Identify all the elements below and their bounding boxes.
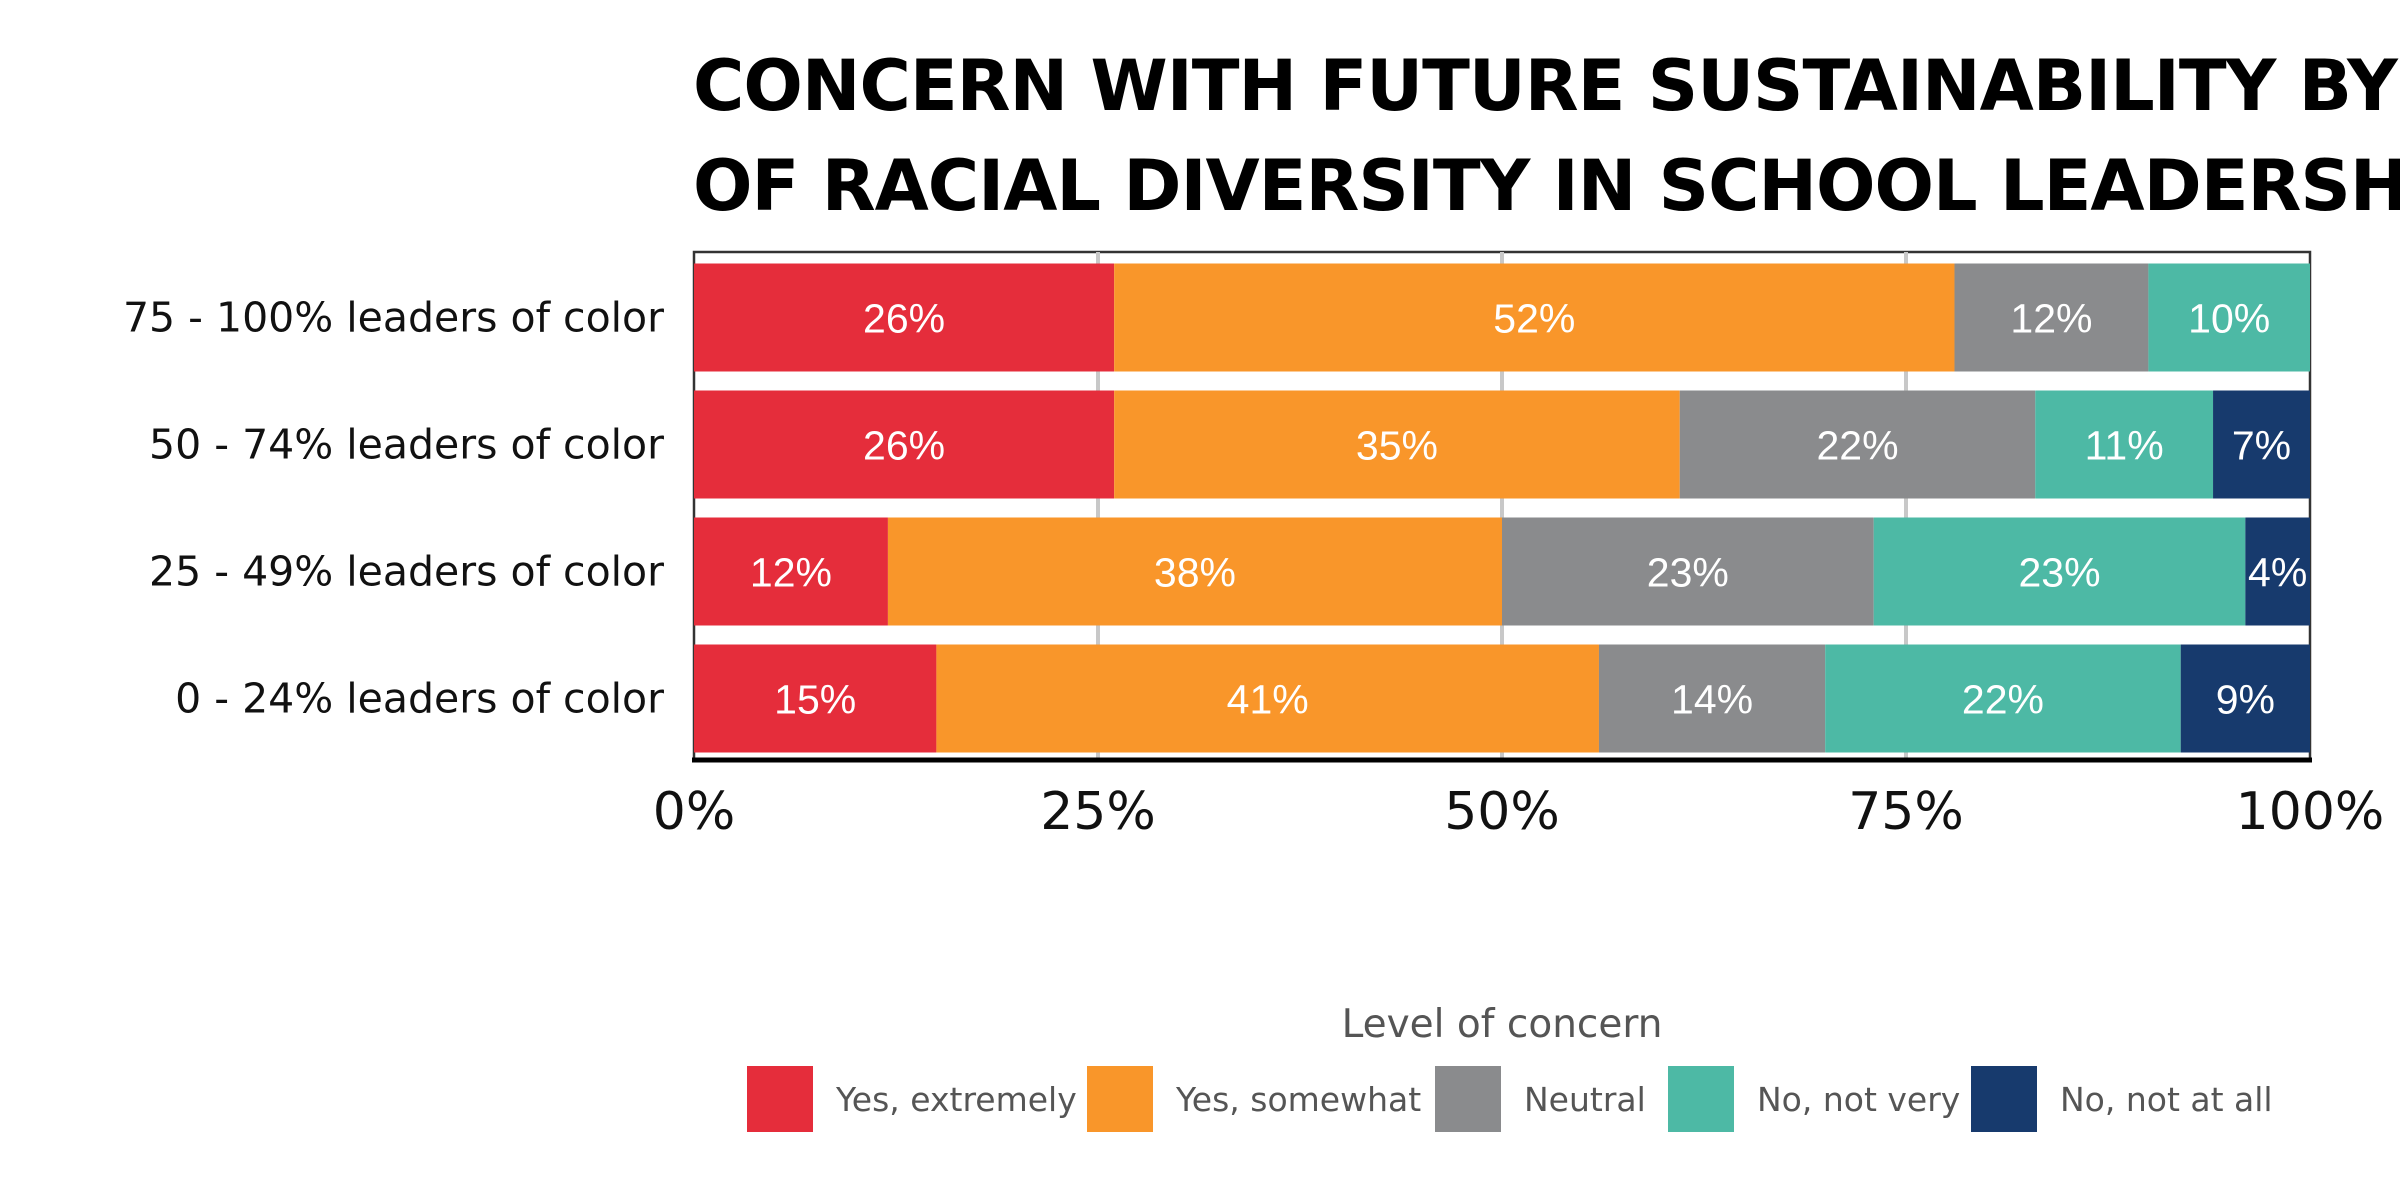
- bar-segment: [1502, 517, 1874, 626]
- plot-area: 75 - 100% leaders of color 26% 52% 12% 10% 50…: [123, 250, 2385, 842]
- category-label: 50 - 74% leaders of color: [149, 421, 664, 469]
- legend-swatch: [1087, 1066, 1153, 1132]
- data-label: 23%: [2018, 550, 2100, 596]
- bar-segment: [936, 644, 1599, 753]
- bar-segment: [694, 390, 1115, 499]
- data-label: 52%: [1493, 296, 1575, 342]
- data-label: 35%: [1356, 423, 1438, 469]
- bar-segment: [2245, 517, 2310, 626]
- bar-segment: [2035, 390, 2214, 499]
- legend-title: Level of concern: [1342, 1002, 1663, 1047]
- bar-segment: [2148, 263, 2310, 372]
- x-tick-label: 50%: [1444, 782, 1560, 842]
- chart-title-line-1: CONCERN WITH FUTURE SUSTAINABILITY BY LE…: [693, 45, 2400, 127]
- bar-segment: [1825, 644, 2181, 753]
- bar-segment: [887, 517, 1502, 626]
- data-label: 7%: [2232, 423, 2291, 469]
- data-label: 23%: [1647, 550, 1729, 596]
- legend-swatch: [1971, 1066, 2037, 1132]
- legend-label: No, not very: [1757, 1080, 1960, 1119]
- data-label: 9%: [2216, 677, 2275, 723]
- x-tick-label: 75%: [1848, 782, 1964, 842]
- legend-label: Yes, somewhat: [1175, 1080, 1421, 1119]
- legend-label: Neutral: [1524, 1080, 1646, 1119]
- data-label: 10%: [2188, 296, 2270, 342]
- data-label: 41%: [1227, 677, 1309, 723]
- data-label: 26%: [863, 423, 945, 469]
- category-label: 25 - 49% leaders of color: [149, 548, 664, 596]
- data-label: 15%: [774, 677, 856, 723]
- category-label: 0 - 24% leaders of color: [175, 675, 664, 723]
- legend-label: No, not at all: [2060, 1080, 2273, 1119]
- x-tick-label: 25%: [1040, 782, 1156, 842]
- chart-title: CONCERN WITH FUTURE SUSTAINABILITY BY LE…: [693, 45, 2400, 227]
- bar-segment: [694, 517, 888, 626]
- bar-segment: [1114, 263, 1955, 372]
- bar-segment: [2213, 390, 2310, 499]
- category-label: 75 - 100% leaders of color: [123, 294, 664, 342]
- data-label: 4%: [2248, 550, 2307, 596]
- bar-segment: [1114, 390, 1680, 499]
- data-label: 12%: [2010, 296, 2092, 342]
- chart-title-line-2: OF RACIAL DIVERSITY IN SCHOOL LEADERSHIP: [693, 145, 2400, 227]
- data-label: 11%: [2085, 423, 2164, 469]
- legend-swatch: [1668, 1066, 1734, 1132]
- legend-label: Yes, extremely: [835, 1080, 1077, 1119]
- bar-segment: [1954, 263, 2149, 372]
- data-label: 12%: [750, 550, 832, 596]
- legend-swatch: [747, 1066, 813, 1132]
- data-label: 38%: [1154, 550, 1236, 596]
- legend-swatch: [1435, 1066, 1501, 1132]
- bar-segment: [1679, 390, 2036, 499]
- bar-segment: [1873, 517, 2246, 626]
- legend: Level of concern Yes, extremely Yes, somew…: [747, 1002, 2273, 1132]
- bar-segment: [694, 644, 937, 753]
- bar-segment: [694, 263, 1115, 372]
- data-label: 14%: [1671, 677, 1753, 723]
- x-tick-label: 100%: [2236, 782, 2385, 842]
- data-label: 22%: [1816, 423, 1898, 469]
- bar-segment: [1598, 644, 1826, 753]
- x-tick-label: 0%: [653, 782, 736, 842]
- bar-segment: [2180, 644, 2310, 753]
- data-label: 22%: [1962, 677, 2044, 723]
- data-label: 26%: [863, 296, 945, 342]
